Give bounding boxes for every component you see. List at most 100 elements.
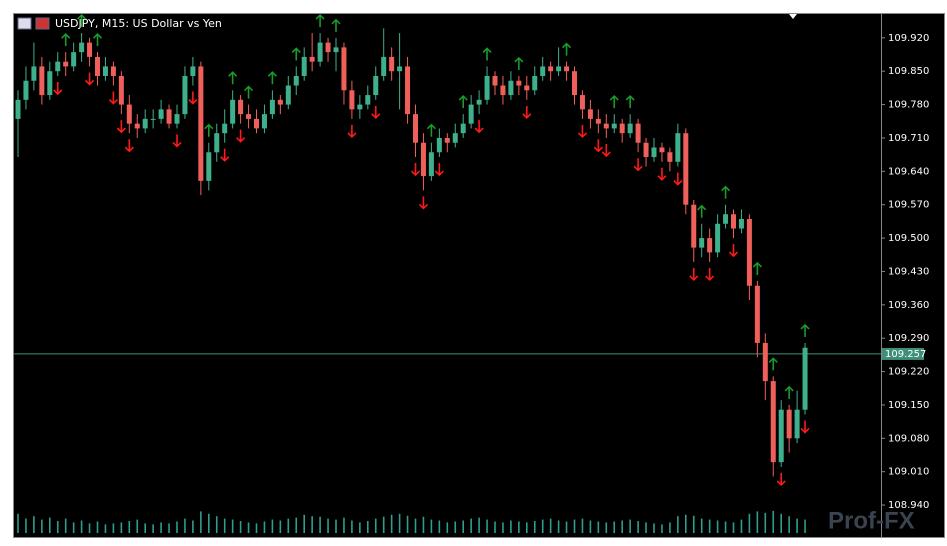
candle-body [556,66,562,72]
candle-body [142,118,148,129]
watermark: Prof-FX [828,507,915,534]
candle-body [158,109,164,119]
candle-body [293,75,299,86]
candle-body [95,56,100,76]
up-signal [92,33,103,47]
candle-body [285,85,291,105]
candle-body [325,42,331,53]
up-signal [625,94,635,109]
candle-body [15,99,21,119]
candle-body [428,152,434,177]
candle-body [47,71,53,96]
candle-body [595,118,601,124]
candle-body [79,42,85,53]
candle-body [770,381,776,463]
down-signal [673,172,683,186]
candle-body [667,152,673,162]
candle-body [762,342,768,382]
candle-body [579,95,585,110]
up-signal [720,185,731,199]
down-signal [53,81,63,96]
candle-body [564,66,570,72]
down-signal [689,267,699,282]
candle-body [611,123,617,129]
candle-body [675,133,681,162]
candle-body [715,223,721,253]
candle-body [309,56,315,62]
candle-body [238,99,244,115]
y-tick-label: 109.430 [888,266,929,277]
candle-body [707,238,713,253]
y-tick-label: 109.080 [888,433,929,444]
candle-body [723,214,729,224]
candle-body [150,118,156,120]
candle-body [246,114,252,119]
candle-body [444,137,450,143]
up-signal [243,85,254,99]
candle-body [373,75,379,96]
up-signal [458,94,468,109]
candle-body [738,219,744,229]
candle-body [699,238,705,248]
down-signal [776,472,786,487]
up-signal [697,204,707,218]
candle-body [420,142,426,177]
up-signal [267,71,277,85]
y-tick-label: 109.500 [888,233,929,244]
up-signal [768,357,778,371]
candle-body [397,66,403,72]
candle-body [55,61,61,72]
candle-body [301,56,307,76]
candle-body [31,66,37,81]
down-signal [84,72,95,86]
down-signal [418,196,429,210]
down-signal [474,120,484,134]
candle-body [643,142,649,158]
candle-body [23,80,29,100]
y-tick-label: 109.220 [888,367,929,378]
candle-body [405,66,411,115]
current-price-label: 109.257 [885,349,926,360]
candle-body [651,147,657,158]
candle-body [341,47,347,91]
candle-body [460,123,466,134]
candle-body [436,137,442,153]
down-signal [116,120,126,134]
up-signal [61,33,71,47]
candle-body [627,123,633,134]
candle-body [63,61,69,67]
candle-body [182,75,188,115]
candle-body [508,80,514,96]
candle-body [587,109,593,119]
candle-body [778,409,784,463]
y-tick-label: 109.150 [888,400,929,411]
candle-body [214,133,220,153]
candle-body [683,133,689,205]
y-tick-label: 109.640 [888,166,929,177]
down-signal [705,267,715,282]
down-signal [410,163,421,177]
candle-body [516,80,522,86]
down-signal [522,105,532,119]
up-signal [315,13,325,28]
candle-body [794,409,800,439]
up-signal [482,47,492,61]
y-tick-label: 109.570 [888,200,929,211]
candle-body [206,152,212,181]
down-signal [124,139,134,153]
candle-body [524,85,530,91]
candle-body [365,95,371,105]
candle-body [269,99,275,115]
up-signal [426,123,436,137]
candle-body [452,133,458,143]
up-signal [609,94,619,109]
candle-body [230,99,236,124]
candle-body [261,114,267,129]
candle-body [134,123,140,129]
candle-body [389,56,395,72]
candle-body [802,347,808,410]
up-signal [800,323,810,337]
candle-body [532,75,538,91]
down-signal [633,158,643,172]
